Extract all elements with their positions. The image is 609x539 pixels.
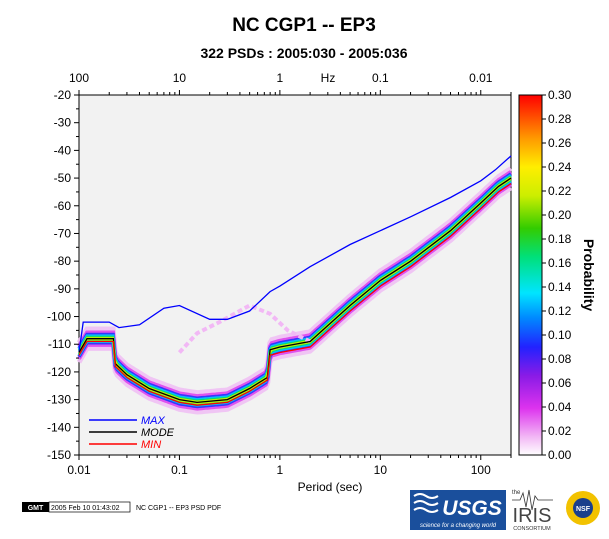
chart-subtitle: 322 PSDs : 2005:030 - 2005:036 [200,45,407,61]
gmt-timestamp: 2005 Feb 10 01:43:02 [51,505,120,512]
x-tick-label: 100 [471,463,491,477]
top-tick-label: 0.1 [372,71,389,85]
colorbar-label: Probability [581,239,597,312]
top-tick-label: 1 [277,71,284,85]
colorbar-tick-label: 0.08 [548,352,572,366]
y-axis: -20 -30 -40 -50 -60 -70 -80 -90 -100 -110 -120 -130… [47,88,79,462]
top-axis-label: Hz [321,71,336,85]
colorbar-tick-label: 0.02 [548,424,572,438]
iris-logo: the IRIS CONSORTIUM [512,489,553,532]
colorbar-tick-label: 0.22 [548,184,572,198]
curve-max [78,155,512,353]
legend-max: MAX [141,415,166,427]
usgs-tagline: science for a changing world [420,523,497,529]
y-tick-label: -80 [54,254,72,268]
density-cloud [76,166,513,415]
colorbar-tick-label: 0.24 [548,160,572,174]
y-tick-label: -150 [47,448,71,462]
y-tick-label: -110 [48,337,71,351]
colorbar-tick-label: 0.14 [548,280,572,294]
iris-the: the [512,490,521,496]
y-tick-label: -90 [54,282,72,296]
colorbar-tick-label: 0.10 [548,328,572,342]
colorbar-tick-label: 0.18 [548,232,572,246]
x-axis-label: Period (sec) [298,480,363,494]
gmt-badge: GMT 2005 Feb 10 01:43:02 [22,501,131,513]
y-tick-label: -20 [54,88,72,102]
statistic-curves [78,155,512,406]
legend-mode: MODE [141,427,175,439]
nsf-seal: NSF [566,491,600,525]
colorbar-tick-label: 0.28 [548,112,572,126]
chart-title: NC CGP1 -- EP3 [232,15,376,36]
y-tick-label: -140 [47,420,71,434]
density-band [76,185,513,415]
legend: MAX MODE MIN [89,415,175,451]
footer-caption: NC CGP1 -- EP3 PSD PDF [136,505,221,512]
colorbar [518,94,543,456]
y-tick-label: -120 [47,365,71,379]
colorbar-tick-label: 0.26 [548,136,572,150]
x-tick-label: 0.1 [171,463,188,477]
y-tick-label: -100 [47,310,71,324]
usgs-logo-text: USGS [442,497,502,520]
y-tick-label: -30 [54,116,72,130]
gmt-logo: GMT [28,505,44,512]
nsf-seal-text: NSF [576,506,591,513]
colorbar-ticks: 0.00 0.02 0.04 0.06 0.08 0.10 0.12 0.14 0.16 0.18… [542,88,572,462]
top-axis: 100 10 1 0.1 0.01 [69,71,512,95]
colorbar-tick-label: 0.12 [548,304,572,318]
top-tick-label: 0.01 [469,71,493,85]
colorbar-tick-label: 0.20 [548,208,572,222]
x-tick-label: 10 [374,463,388,477]
x-axis: 0.01 0.1 1 10 100 [67,455,512,477]
y-tick-label: -130 [47,393,71,407]
colorbar-tick-label: 0.04 [548,400,572,414]
y-tick-label: -40 [54,143,72,157]
curve-min [78,183,512,406]
colorbar-tick-label: 0.16 [548,256,572,270]
usgs-logo: USGS science for a changing world [410,490,506,530]
top-tick-label: 100 [69,71,89,85]
plot-area [78,94,512,456]
top-tick-label: 10 [173,71,187,85]
colorbar-tick-label: 0.30 [548,88,572,102]
colorbar-tick-label: 0.00 [548,448,572,462]
density-secondary [177,303,311,354]
iris-logo-text: IRIS [513,505,552,527]
y-tick-label: -50 [54,171,72,185]
y-tick-label: -70 [54,226,72,240]
y-tick-label: -60 [54,199,72,213]
colorbar-tick-label: 0.06 [548,376,572,390]
x-tick-label: 0.01 [67,463,91,477]
x-tick-label: 1 [277,463,284,477]
legend-min: MIN [141,439,161,451]
iris-consortium: CONSORTIUM [513,526,551,532]
